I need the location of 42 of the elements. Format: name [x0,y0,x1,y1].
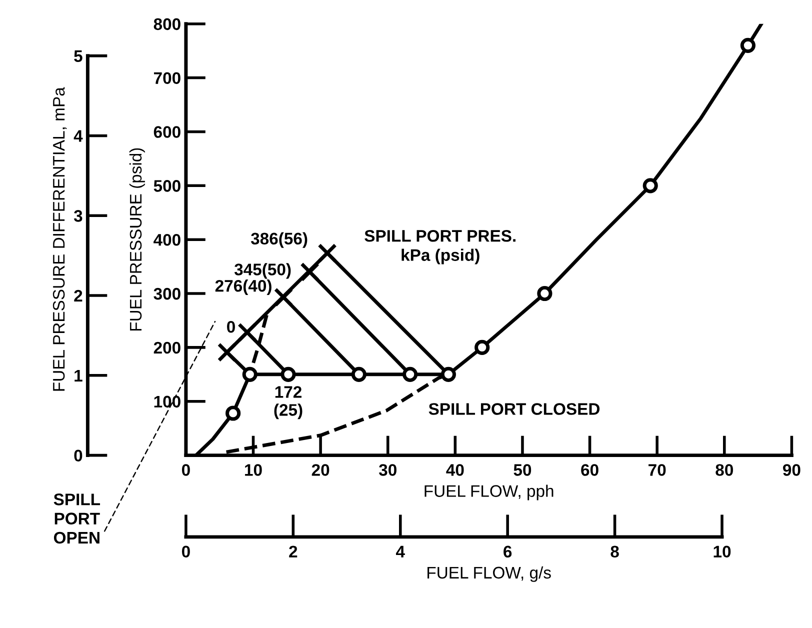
annotation: 386(56) [250,232,308,248]
x2-tick-label: 0 [182,546,190,558]
x-axis-title: FUEL FLOW, pph [424,484,554,500]
x-tick-label: 90 [783,464,800,476]
y-tick-label: 100 [154,396,180,408]
x-tick-label: 40 [446,464,464,476]
y-tick-label: 700 [154,72,180,84]
y-tick-label: 200 [154,342,180,354]
x-tick-label: 80 [716,464,733,476]
y2-tick-label: 3 [74,210,82,222]
annotation: 345(50) [234,263,291,279]
x2-tick-label: 8 [610,546,619,558]
y2-tick-label: 5 [74,50,82,62]
x-tick-label: 0 [182,464,190,476]
x2-tick-label: 10 [714,546,731,558]
y2-tick-label: 1 [74,370,82,382]
text: SPILL PORT OPEN [54,494,100,544]
annotation: 0 [227,320,235,333]
y-tick-label: 500 [154,180,180,192]
y-tick-label: 800 [154,18,180,30]
x2-tick-label: 2 [289,546,298,558]
x-tick-label: 20 [312,464,330,476]
y2-tick-label: 4 [74,130,83,142]
y-tick-label: 300 [154,288,180,300]
annotation: SPILL PORT PRES. kPa (psid) [364,230,516,264]
x-tick-label: 30 [378,464,396,476]
x-tick-label: 50 [514,464,532,476]
x2-axis-title: FUEL FLOW, g/s [428,566,551,582]
y-tick-label: 600 [154,126,180,138]
y-tick-label: 400 [154,234,180,246]
y2-tick-label: 0 [74,450,82,462]
x-tick-label: 60 [581,464,598,476]
y2-tick-label: 2 [74,290,82,302]
x2-tick-label: 4 [396,546,405,558]
y2-axis-title: FUEL PRESSURE DIFFERENTIAL, mPa [52,87,67,391]
x2-tick-label: 6 [504,546,512,558]
annotation: SPILL PORT CLOSED [428,403,600,415]
annotation: 276(40) [215,280,272,296]
x-tick-label: 70 [648,464,666,476]
x-tick-label: 10 [245,464,262,476]
annotation: 172 (25) [274,386,302,420]
y-axis-title: FUEL PRESSURE (psid) [129,148,145,331]
